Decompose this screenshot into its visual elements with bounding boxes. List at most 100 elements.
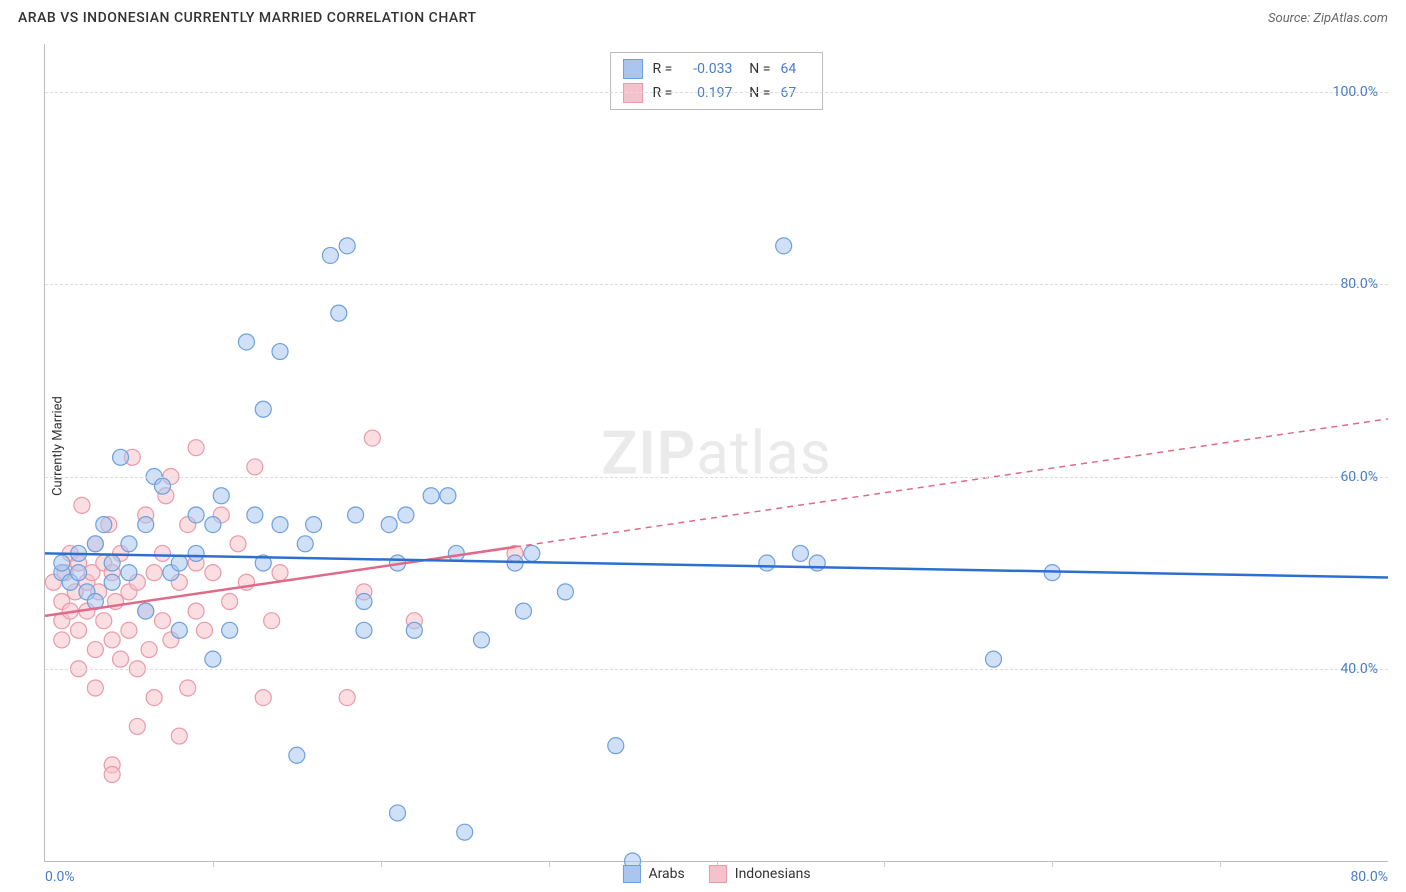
data-point [171, 622, 187, 638]
data-point [809, 555, 825, 571]
y-tick-label: 100.0% [1333, 84, 1378, 100]
regression-line-extrapolated [515, 419, 1388, 547]
y-tick-label: 80.0% [1340, 276, 1378, 292]
scatter-plot-svg [45, 44, 1388, 861]
data-point [104, 766, 120, 782]
data-point [306, 517, 322, 533]
data-point [272, 344, 288, 360]
series-legend-indonesians-label: Indonesians [735, 866, 811, 882]
data-point [171, 555, 187, 571]
data-point [74, 497, 90, 513]
data-point [222, 622, 238, 638]
swatch-arabs-icon [622, 865, 640, 883]
data-point [87, 680, 103, 696]
data-point [364, 430, 380, 446]
data-point [188, 440, 204, 456]
data-point [398, 507, 414, 523]
data-point [205, 517, 221, 533]
data-point [289, 747, 305, 763]
data-point [180, 680, 196, 696]
legend-r-arabs: -0.033 [682, 61, 732, 77]
data-point [264, 613, 280, 629]
chart-plot-area: ZIPatlas R = -0.033 N = 64 R = 0.197 N =… [44, 44, 1388, 862]
legend-r-label: R = [653, 61, 673, 77]
data-point [759, 555, 775, 571]
source-label: Source: ZipAtlas.com [1268, 11, 1388, 26]
data-point [473, 632, 489, 648]
data-point [247, 507, 263, 523]
data-point [356, 622, 372, 638]
data-point [129, 718, 145, 734]
data-point [272, 565, 288, 581]
swatch-indonesians-icon [709, 865, 727, 883]
data-point [104, 555, 120, 571]
data-point [390, 805, 406, 821]
series-legend-arabs: Arabs [622, 865, 684, 883]
data-point [138, 603, 154, 619]
data-point [141, 642, 157, 658]
data-point [348, 507, 364, 523]
data-point [406, 622, 422, 638]
data-point [104, 632, 120, 648]
data-point [188, 507, 204, 523]
data-point [121, 565, 137, 581]
data-point [113, 449, 129, 465]
data-point [457, 824, 473, 840]
data-point [87, 642, 103, 658]
x-tick-label: 0.0% [45, 869, 75, 885]
data-point [356, 593, 372, 609]
data-point [423, 488, 439, 504]
data-point [272, 517, 288, 533]
data-point [255, 690, 271, 706]
data-point [440, 488, 456, 504]
data-point [255, 401, 271, 417]
chart-title: ARAB VS INDONESIAN CURRENTLY MARRIED COR… [18, 10, 477, 26]
data-point [608, 738, 624, 754]
correlation-legend: R = -0.033 N = 64 R = 0.197 N = 67 [610, 52, 824, 110]
data-point [87, 536, 103, 552]
data-point [96, 517, 112, 533]
data-point [515, 603, 531, 619]
data-point [121, 536, 137, 552]
data-point [54, 555, 70, 571]
data-point [146, 565, 162, 581]
data-point [155, 613, 171, 629]
data-point [524, 545, 540, 561]
data-point [54, 632, 70, 648]
y-tick-label: 60.0% [1340, 469, 1378, 485]
data-point [188, 603, 204, 619]
data-point [146, 690, 162, 706]
y-tick-label: 40.0% [1340, 661, 1378, 677]
data-point [205, 565, 221, 581]
data-point [71, 565, 87, 581]
data-point [339, 690, 355, 706]
data-point [339, 238, 355, 254]
data-point [297, 536, 313, 552]
data-point [331, 305, 347, 321]
data-point [155, 545, 171, 561]
data-point [155, 478, 171, 494]
series-legend-arabs-label: Arabs [648, 866, 684, 882]
data-point [121, 622, 137, 638]
data-point [776, 238, 792, 254]
data-point [71, 622, 87, 638]
data-point [196, 622, 212, 638]
data-point [985, 651, 1001, 667]
series-legend: Arabs Indonesians [622, 865, 810, 883]
x-tick-label: 80.0% [1350, 869, 1388, 885]
data-point [104, 574, 120, 590]
legend-n-label: N = [742, 61, 770, 77]
data-point [213, 488, 229, 504]
data-point [171, 728, 187, 744]
legend-swatch-arabs [623, 59, 643, 79]
data-point [448, 545, 464, 561]
data-point [222, 593, 238, 609]
data-point [322, 247, 338, 263]
series-legend-indonesians: Indonesians [709, 865, 811, 883]
data-point [138, 517, 154, 533]
legend-row-arabs: R = -0.033 N = 64 [623, 57, 811, 81]
data-point [205, 651, 221, 667]
data-point [113, 651, 129, 667]
data-point [557, 584, 573, 600]
data-point [238, 334, 254, 350]
